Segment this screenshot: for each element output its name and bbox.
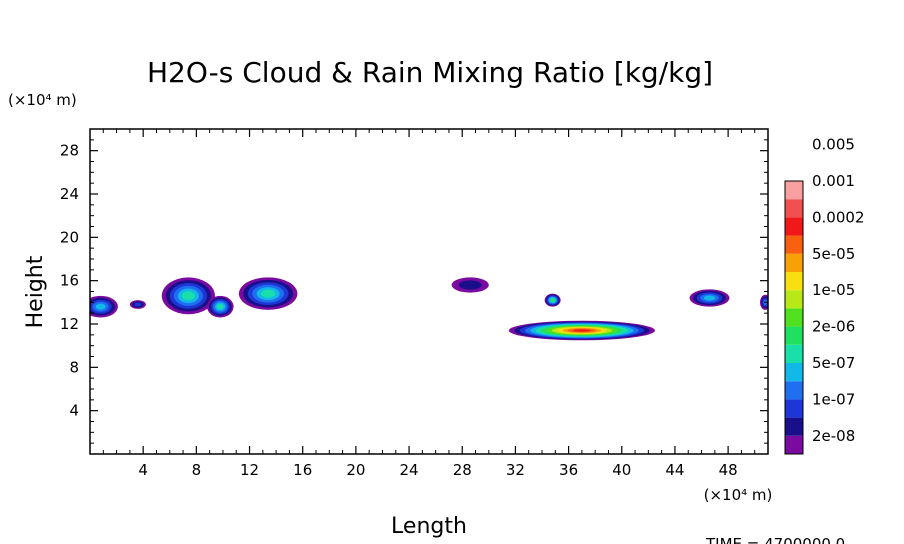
x-tick-label: 48	[719, 461, 738, 479]
colorbar-swatch	[785, 253, 803, 272]
colorbar-swatch	[785, 290, 803, 309]
y-tick-label: 4	[69, 402, 79, 420]
cloud-contour	[573, 329, 591, 332]
colorbar-label: 5e-07	[812, 354, 855, 372]
time-label: TIME = 4700000.0	[705, 535, 845, 544]
colorbar-swatch	[785, 344, 803, 363]
y-tick-label: 8	[69, 358, 79, 376]
cloud-contour	[703, 295, 716, 301]
x-tick-label: 8	[192, 461, 202, 479]
x-tick-label: 40	[612, 461, 631, 479]
chart-title: H2O-s Cloud & Rain Mixing Ratio [kg/kg]	[147, 56, 713, 89]
colorbar-swatch	[785, 199, 803, 218]
y-axis-unit: (×10⁴ m)	[8, 91, 77, 109]
y-axis-ticks: 4 8 12 16 20 24 28	[60, 139, 768, 444]
cloud-contour	[217, 304, 224, 310]
x-tick-label: 24	[400, 461, 419, 479]
cloud-contour	[181, 291, 195, 301]
colorbar-swatch	[785, 399, 803, 418]
x-tick-label: 20	[346, 461, 365, 479]
colorbar-swatch	[785, 181, 803, 200]
x-axis-label: Length	[391, 514, 467, 539]
x-tick-label: 44	[665, 461, 684, 479]
colorbar-swatch	[785, 235, 803, 254]
colorbar-swatch	[785, 326, 803, 345]
x-tick-label: 36	[559, 461, 578, 479]
y-tick-label: 12	[60, 315, 79, 333]
y-tick-label: 24	[60, 185, 79, 203]
colorbar-label: 1e-05	[812, 281, 855, 299]
colorbar-label: 0.001	[812, 172, 855, 190]
colorbar-label: 2e-08	[812, 427, 855, 445]
colorbar-frame	[784, 180, 804, 455]
x-tick-label: 12	[240, 461, 259, 479]
cloud-contour	[134, 302, 142, 307]
colorbar-label: 2e-06	[812, 318, 855, 336]
colorbar-swatch	[785, 417, 803, 436]
colorbar-swatch	[785, 217, 803, 236]
x-axis-ticks: 4 8 12 16 20 24 28 32 36 40 44 48	[102, 129, 756, 479]
y-tick-label: 28	[60, 142, 79, 160]
colorbar-swatch	[785, 363, 803, 382]
cloud-fields	[90, 277, 768, 341]
colorbar-swatch	[785, 381, 803, 400]
y-tick-label: 20	[60, 228, 79, 246]
cloud-contour	[550, 298, 555, 302]
y-tick-label: 16	[60, 272, 79, 290]
x-tick-label: 32	[506, 461, 525, 479]
colorbar-label: 1e-07	[812, 390, 855, 408]
cloud-contour	[261, 289, 276, 298]
cloud-contour	[458, 280, 482, 290]
colorbar-label: 0.0002	[812, 208, 865, 226]
y-axis-label: Height	[23, 255, 48, 328]
colorbar: 2e-08 1e-07 5e-07 2e-06 1e-05 5e-05 0.0002 0.00…	[784, 136, 865, 455]
x-tick-label: 28	[453, 461, 472, 479]
colorbar-label: 0.005	[812, 136, 855, 154]
colorbar-label: 5e-05	[812, 245, 855, 263]
colorbar-swatch	[785, 435, 803, 454]
x-axis-unit: (×10⁴ m)	[704, 486, 773, 504]
colorbar-swatch	[785, 272, 803, 291]
x-tick-label: 16	[293, 461, 312, 479]
cloud-contour	[95, 303, 106, 310]
x-tick-label: 4	[138, 461, 148, 479]
colorbar-swatch	[785, 308, 803, 327]
